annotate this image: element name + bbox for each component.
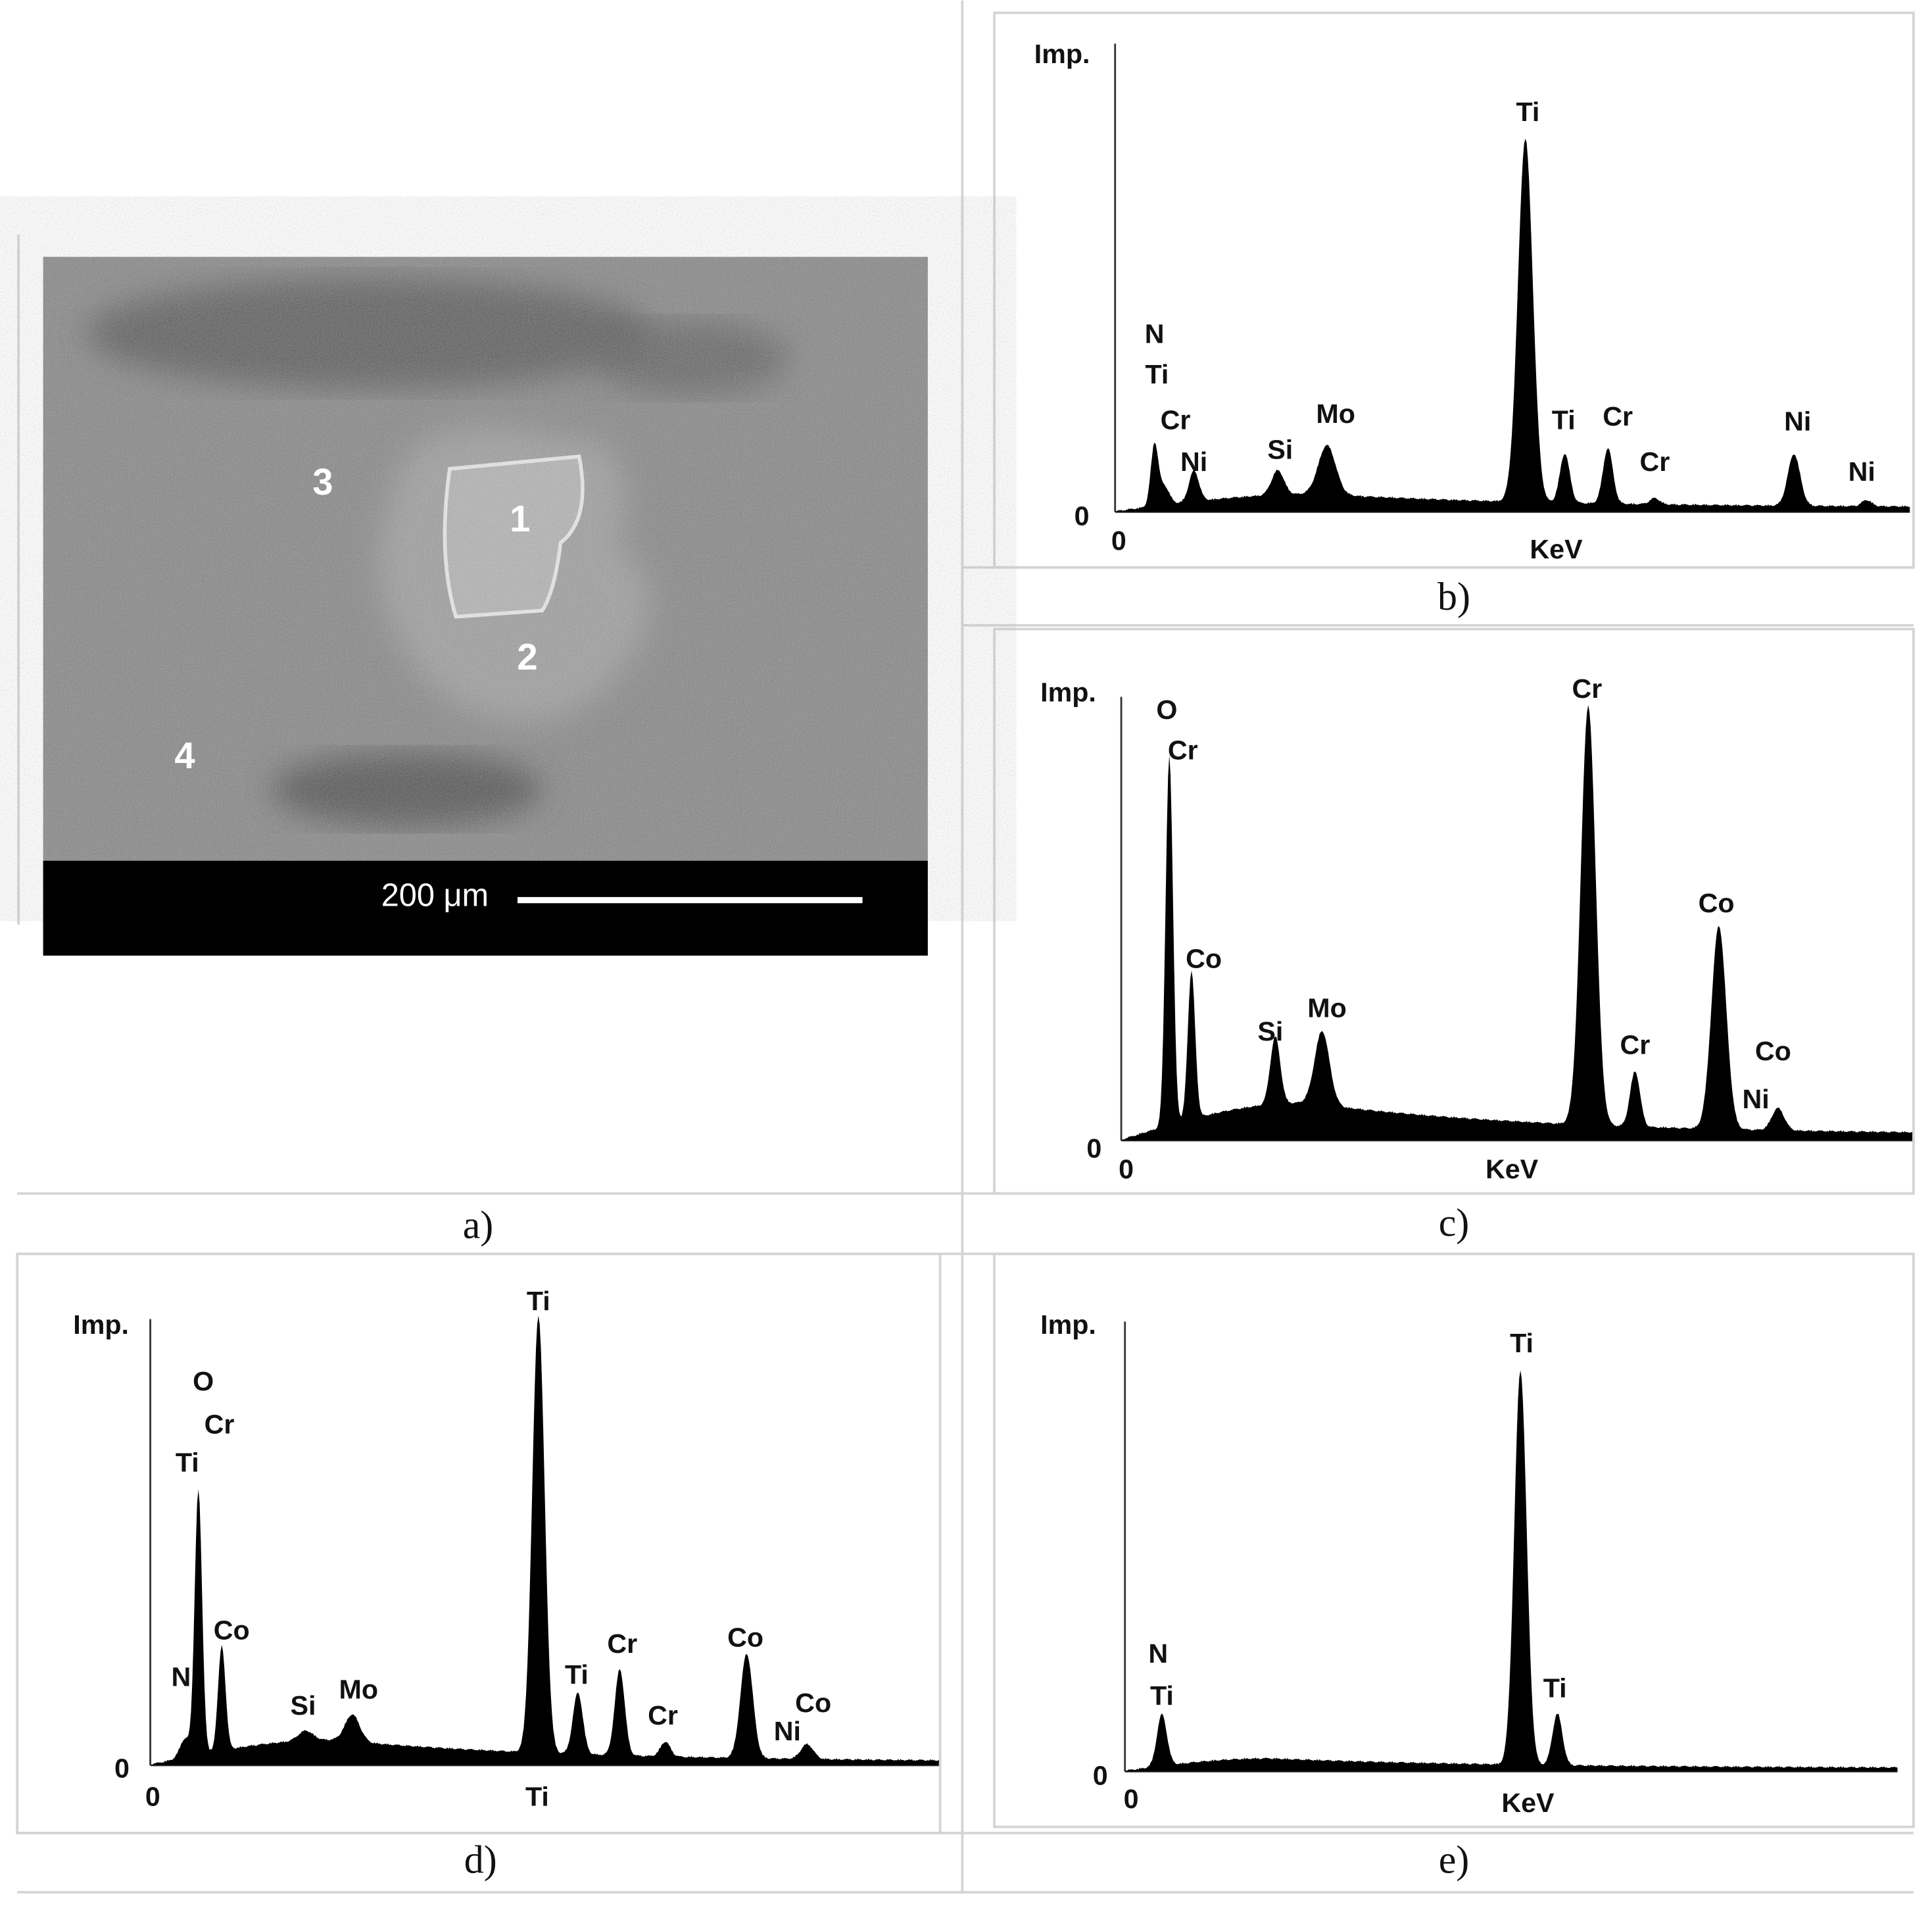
peak-label: Cr bbox=[1168, 735, 1198, 766]
peak-label: Cr bbox=[1620, 1029, 1651, 1060]
y-zero-label: 0 bbox=[114, 1753, 130, 1783]
spectrum bbox=[1115, 138, 1910, 512]
peak-label: Mo bbox=[1316, 399, 1355, 429]
x-zero-label: 0 bbox=[1124, 1784, 1139, 1814]
y-axis-label: Imp. bbox=[1034, 39, 1090, 69]
peak-label: Si bbox=[290, 1690, 316, 1721]
peak-label: Ti bbox=[1516, 97, 1539, 127]
peak-label: N bbox=[1145, 318, 1165, 349]
spectrum-panel bbox=[149, 1315, 939, 1767]
peak-label: Co bbox=[1699, 888, 1735, 918]
peak-label: O bbox=[193, 1366, 214, 1396]
spectrum-panel bbox=[1124, 1321, 1898, 1773]
peak-label: Ti bbox=[527, 1286, 550, 1316]
peak-label: N bbox=[1148, 1638, 1168, 1669]
peak-label: Cr bbox=[1572, 673, 1602, 704]
spectrum-panel bbox=[1114, 43, 1910, 513]
peak-label: Ni bbox=[1180, 447, 1207, 477]
y-zero-label: 0 bbox=[1086, 1133, 1101, 1163]
peak-label: Si bbox=[1257, 1016, 1283, 1046]
peak-label: Co bbox=[795, 1688, 831, 1718]
peak-label: Ti bbox=[565, 1659, 589, 1690]
peak-label: N bbox=[172, 1662, 191, 1692]
peak-label: Ti bbox=[1510, 1328, 1534, 1358]
x-zero-label: 0 bbox=[145, 1781, 160, 1811]
x-zero-label: 0 bbox=[1111, 526, 1126, 556]
peak-label: Cr bbox=[1161, 405, 1191, 435]
peak-label: Cr bbox=[1640, 447, 1670, 477]
y-axis-label: Imp. bbox=[1040, 1310, 1096, 1340]
peak-label: Cr bbox=[205, 1409, 235, 1440]
panel-caption: b) bbox=[1437, 575, 1470, 618]
peak-label: Ni bbox=[1848, 456, 1875, 487]
y-axis-label: Imp. bbox=[1040, 677, 1096, 708]
peak-label: Cr bbox=[648, 1700, 678, 1730]
region-label: 4 bbox=[174, 735, 195, 776]
spectrum bbox=[1121, 704, 1913, 1140]
scale-bar-label: 200 μm bbox=[381, 878, 489, 914]
panel-caption: c) bbox=[1439, 1201, 1470, 1244]
peak-label: Ti bbox=[1145, 359, 1169, 389]
panel-caption: d) bbox=[464, 1838, 497, 1882]
region-label: 1 bbox=[510, 498, 530, 539]
peak-label: Co bbox=[727, 1623, 763, 1653]
peak-label: Mo bbox=[339, 1674, 378, 1704]
peak-label: Ni bbox=[1784, 406, 1811, 436]
peak-label: Ti bbox=[176, 1448, 199, 1478]
panel-caption: e) bbox=[1439, 1838, 1470, 1882]
peak-label: O bbox=[1156, 695, 1177, 725]
peak-label: Co bbox=[214, 1615, 250, 1646]
x-zero-label: 0 bbox=[1119, 1154, 1134, 1185]
peak-label: Cr bbox=[607, 1628, 637, 1659]
peak-label: Mo bbox=[1307, 992, 1347, 1023]
y-axis-label: Imp. bbox=[73, 1310, 129, 1340]
peak-label: Cr bbox=[1603, 401, 1633, 431]
x-axis-label: KeV bbox=[1485, 1154, 1539, 1185]
spectrum-panel bbox=[1120, 697, 1913, 1142]
frames bbox=[16, 0, 1915, 1894]
peak-label: Ni bbox=[774, 1716, 801, 1746]
y-zero-label: 0 bbox=[1075, 501, 1090, 531]
spectrum bbox=[1124, 1370, 1898, 1772]
peak-label: Ti bbox=[1552, 405, 1576, 435]
region-label: 2 bbox=[517, 636, 537, 677]
panel-caption: a) bbox=[463, 1204, 494, 1247]
x-axis-label: KeV bbox=[1530, 534, 1583, 564]
peak-label: Co bbox=[1186, 943, 1222, 973]
peak-label: Ni bbox=[1742, 1084, 1769, 1114]
peak-label: Ti bbox=[1150, 1680, 1174, 1711]
peak-label: Co bbox=[1755, 1036, 1791, 1066]
peak-label: Si bbox=[1267, 434, 1293, 464]
sem-image bbox=[43, 257, 928, 956]
spectrum bbox=[150, 1315, 939, 1765]
x-axis-label: Ti bbox=[525, 1781, 549, 1811]
x-axis-label: KeV bbox=[1501, 1788, 1555, 1818]
y-zero-label: 0 bbox=[1093, 1761, 1108, 1791]
peak-label: Ti bbox=[1543, 1673, 1567, 1703]
region-label: 3 bbox=[312, 461, 333, 502]
